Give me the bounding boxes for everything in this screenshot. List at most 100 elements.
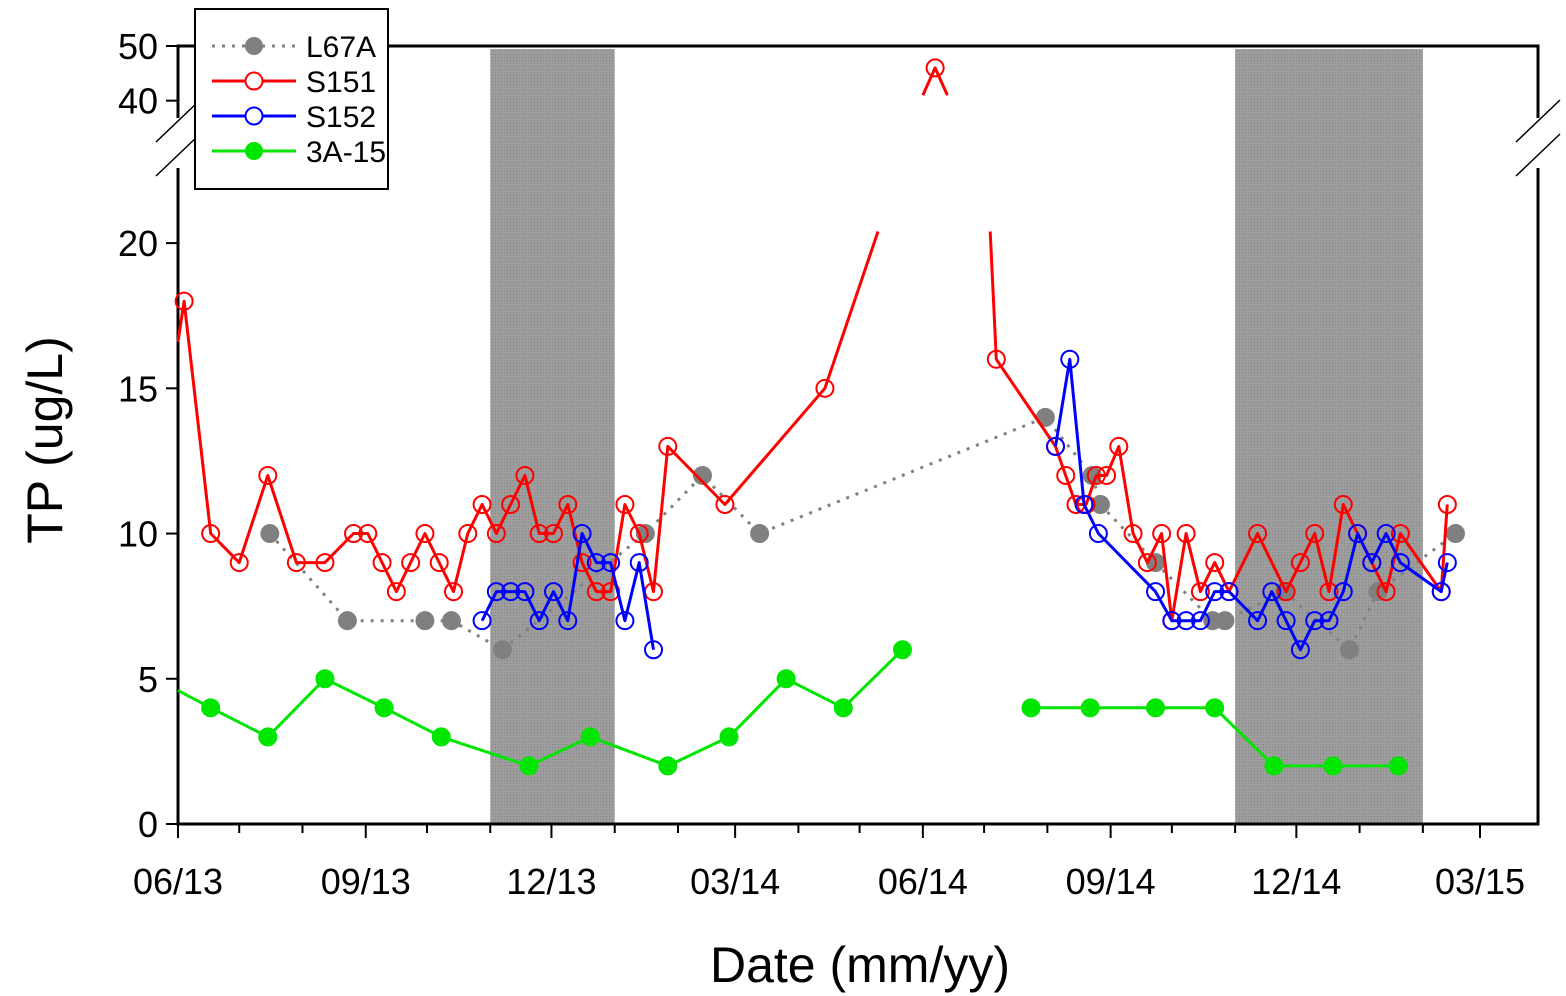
point-s151-52 [1190,582,1210,602]
point-s151-51 [1176,524,1196,544]
x-tick-label-03-14: 03/14 [690,861,780,902]
point-s152-20 [1176,611,1196,631]
point-l67a-1 [337,611,357,631]
point-s151-22 [558,495,578,514]
series-l67a [260,407,1466,660]
y-tick-label-20: 20 [118,223,158,264]
point-s151-31 [815,378,835,398]
y-tick-label-50: 50 [118,26,158,67]
point-s152-15 [1060,349,1080,369]
point-s152-27 [1290,640,1310,660]
point-l67a-3 [441,611,461,631]
point-s152-36 [1437,553,1457,573]
point-s152-25 [1262,582,1282,602]
point-s151-41 [1056,465,1076,485]
point-s152-9 [601,553,621,573]
point-l67a-2 [415,611,435,631]
point-3a-15-5 [431,727,451,747]
legend-marker-s151 [244,71,264,91]
point-3a-15-10 [776,669,796,689]
point-s151-39 [986,349,1006,369]
point-s151-46 [1109,436,1129,456]
y-tick-label-0: 0 [138,804,158,845]
point-l67a-7 [750,524,770,544]
legend-label-s152: S152 [306,101,376,134]
legend-label-l67a: L67A [306,31,376,64]
point-s151-16 [472,495,492,514]
point-s152-32 [1362,553,1382,573]
point-s152-33 [1376,524,1396,544]
point-3a-15-19 [1323,756,1343,776]
point-l67a-0 [260,524,280,544]
point-s151-15 [458,524,478,544]
point-s152-21 [1190,611,1210,631]
data-series [174,58,1466,776]
x-tick-label-03-15: 03/15 [1435,861,1525,902]
series-3a-15 [177,640,1408,776]
plot-frame [155,44,1561,826]
point-s152-35 [1431,582,1451,602]
point-s152-34 [1390,553,1410,573]
point-s152-28 [1305,611,1325,631]
point-s151-66 [1437,495,1457,514]
point-3a-15-9 [719,727,739,747]
point-s151-63 [1376,582,1396,602]
legend-label-s151: S151 [306,66,376,99]
point-s151-35 [925,58,945,78]
point-s152-11 [629,553,649,573]
point-s151-19 [515,465,535,485]
point-l67a-13 [1215,611,1235,631]
point-3a-15-3 [315,669,335,689]
point-s151-28 [643,582,663,602]
point-s152-7 [572,524,592,544]
legend-marker-s152 [244,106,264,126]
point-s152-2 [501,582,521,602]
axis-break-mark-1 [155,99,201,143]
series-line-s152-2 [1054,357,1449,652]
point-s151-44 [1086,465,1106,485]
point-s151-9 [372,553,392,573]
point-s152-16 [1074,495,1094,514]
point-s151-23 [572,553,592,573]
point-s152-26 [1276,611,1296,631]
point-l67a-4 [492,640,512,660]
point-s151-12 [415,524,435,544]
point-3a-15-6 [519,756,539,776]
axes: 0 5 10 15 20 40 50 06/13 09/13 12/13 03/14 06/14 09/… [118,26,1525,902]
point-s151-13 [429,553,449,573]
axis-break-mark-4 [1515,133,1561,177]
point-s151-3 [229,553,249,573]
point-s151-45 [1097,465,1117,485]
point-3a-15-4 [374,698,394,718]
x-tick-label-06-14: 06/14 [878,861,968,902]
point-s152-17 [1088,524,1108,544]
shaded-periods [490,49,1423,824]
point-s151-29 [658,436,678,456]
point-s152-14 [1046,436,1066,456]
point-s151-5 [286,553,306,573]
axis-break-mark-3 [1515,99,1561,143]
point-s152-24 [1248,611,1268,631]
point-s151-53 [1205,553,1225,573]
point-s151-60 [1333,495,1353,514]
point-s151-27 [629,524,649,544]
point-s151-18 [501,495,521,514]
point-3a-15-1 [201,698,221,718]
y-tick-label-10: 10 [118,514,158,555]
point-3a-15-8 [658,756,678,776]
point-s151-7 [344,524,364,544]
x-tick-label-12-14: 12/14 [1251,861,1341,902]
point-s151-20 [529,524,549,544]
point-s151-59 [1319,582,1339,602]
point-s152-19 [1162,611,1182,631]
point-s151-2 [201,524,221,544]
legend-label-3a-15: 3A-15 [306,136,386,169]
point-s152-6 [558,611,578,631]
x-tick-label-12-13: 12/13 [506,861,596,902]
point-s151-8 [358,524,378,544]
point-3a-15-17 [1205,698,1225,718]
point-s152-23 [1219,582,1239,602]
point-s152-18 [1146,582,1166,602]
frame-bottom [176,168,1540,826]
